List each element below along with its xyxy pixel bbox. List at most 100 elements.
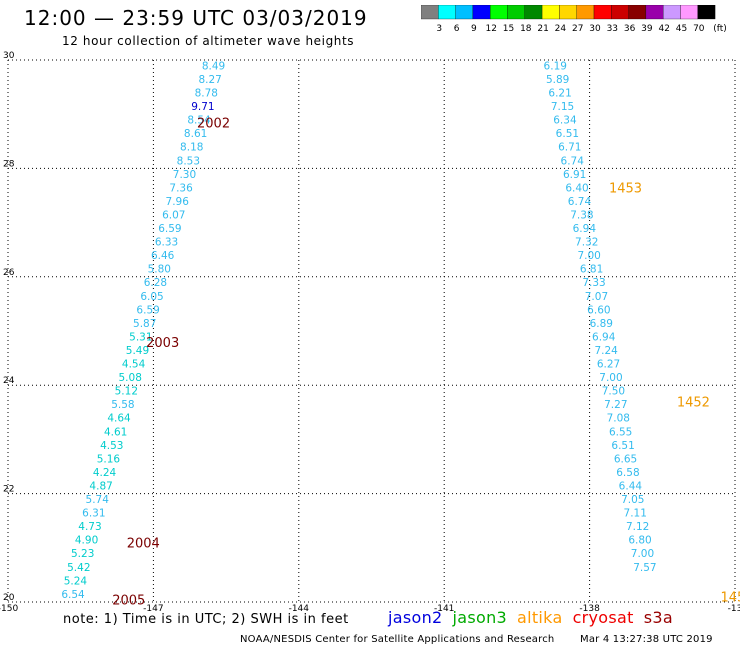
swh-value: 5.58 — [111, 399, 134, 411]
time-label: 1452 — [677, 395, 710, 410]
swh-value: 5.12 — [115, 386, 138, 398]
swh-value: 6.81 — [580, 264, 603, 276]
swh-value: 5.23 — [71, 548, 94, 560]
swh-value: 6.89 — [590, 318, 613, 330]
satellite-jason3: jason3 — [452, 608, 507, 627]
legend-label: 15 — [503, 24, 514, 34]
swh-value: 6.33 — [155, 237, 178, 249]
legend-label: 6 — [454, 24, 460, 34]
swh-value: 7.05 — [621, 494, 644, 506]
legend-label: 24 — [555, 24, 567, 34]
swh-value: 7.38 — [570, 209, 593, 221]
swh-value: 6.51 — [611, 440, 634, 452]
time-label: 2002 — [197, 116, 230, 131]
swh-value: 4.64 — [107, 413, 131, 425]
swh-value: 9.71 — [191, 101, 214, 113]
credit-line: NOAA/NESDIS Center for Satellite Applica… — [240, 634, 555, 645]
swh-value: 8.49 — [202, 60, 225, 72]
map-title: 12:00 — 23:59 UTC 03/03/2019 — [24, 6, 368, 30]
legend-label: 45 — [676, 24, 687, 34]
lat-tick-label: 24 — [3, 376, 15, 386]
swh-value: 6.54 — [61, 589, 85, 601]
swh-value: 8.78 — [195, 88, 218, 100]
swh-value: 6.58 — [616, 467, 639, 479]
swh-value: 5.89 — [546, 74, 569, 86]
legend-label: 18 — [520, 24, 532, 34]
altimeter-tracks: 6.54 5.245.42 5.234.90 4.736.31 5.74 4.874.24… — [61, 60, 656, 600]
swh-value: 6.94 — [573, 223, 597, 235]
swh-value: 6.55 — [609, 426, 632, 438]
map-subtitle: 12 hour collection of altimeter wave hei… — [62, 34, 355, 48]
lat-tick-label: 26 — [3, 268, 15, 278]
swh-value: 6.59 — [158, 223, 181, 235]
legend-label: 36 — [624, 24, 636, 34]
swh-value: 4.53 — [100, 440, 123, 452]
swh-value: 7.07 — [585, 291, 608, 303]
swh-value: 6.27 — [597, 359, 620, 371]
swh-value: 6.91 — [563, 169, 586, 181]
swh-value: 6.59 — [136, 304, 159, 316]
swh-value: 7.15 — [551, 101, 574, 113]
swh-value: 6.34 — [553, 115, 577, 127]
generated-timestamp: Mar 4 13:27:38 UTC 2019 — [580, 634, 713, 645]
legend-label: 3 — [436, 24, 442, 34]
time-labels: 2005 2004 2003 2002 1453 1452 1451 — [112, 116, 740, 608]
swh-value: 6.44 — [619, 480, 643, 492]
swh-value: 4.24 — [93, 467, 117, 479]
swh-value: 7.33 — [582, 277, 605, 289]
swh-value: 7.00 — [631, 548, 654, 560]
swh-value: 6.21 — [548, 88, 571, 100]
swh-value: 4.61 — [104, 426, 127, 438]
swh-value: 7.50 — [602, 386, 625, 398]
swh-value: 7.27 — [604, 399, 627, 411]
lon-tick-label: -141 — [434, 604, 454, 614]
swh-value: 5.42 — [67, 562, 90, 574]
legend-unit: (ft) — [713, 24, 727, 34]
swh-value: 6.80 — [628, 535, 651, 547]
legend-label: 27 — [572, 24, 583, 34]
lat-tick-label: 22 — [3, 485, 14, 495]
swh-value: 7.08 — [607, 413, 630, 425]
swh-value: 8.61 — [184, 128, 207, 140]
footer-note: note: 1) Time is in UTC; 2) SWH is in fe… — [63, 612, 349, 627]
swh-value: 6.65 — [614, 453, 637, 465]
swh-value: 7.00 — [599, 372, 622, 384]
lon-tick-label: -150 — [0, 604, 18, 614]
swh-value: 5.16 — [97, 453, 121, 465]
swh-value: 6.60 — [587, 304, 610, 316]
legend-label: 33 — [607, 24, 618, 34]
swh-value: 7.11 — [624, 508, 647, 520]
satellite-cryosat: cryosat — [572, 608, 634, 627]
swh-value: 8.27 — [198, 74, 221, 86]
time-label: 1453 — [609, 181, 642, 196]
legend-label: 21 — [537, 24, 548, 34]
swh-value: 8.54 — [187, 115, 211, 127]
legend-label: 9 — [471, 24, 477, 34]
satellite-legend: jason2 jason3 altika cryosat s3a — [388, 608, 683, 627]
swh-value: 5.24 — [64, 575, 88, 587]
legend-label: 39 — [641, 24, 653, 34]
swh-value: 4.87 — [89, 480, 112, 492]
swh-value: 6.46 — [151, 250, 175, 262]
legend-label: 70 — [693, 24, 705, 34]
swh-value: 6.28 — [144, 277, 167, 289]
swh-value: 6.40 — [565, 182, 588, 194]
legend-label: 30 — [589, 24, 601, 34]
axis-tick-labels: -150 -147 -144 -141 -138 -13 20 22 24 26 28 30 — [0, 51, 740, 614]
swh-value: 8.18 — [180, 142, 203, 154]
swh-value: 6.31 — [82, 508, 105, 520]
lon-tick-label: -13 — [728, 604, 740, 614]
swh-value: 4.54 — [122, 359, 146, 371]
swh-value: 6.51 — [556, 128, 579, 140]
lon-tick-label: -144 — [289, 604, 310, 614]
time-label: 1451 — [720, 591, 740, 606]
lon-tick-label: -138 — [579, 604, 600, 614]
swh-value: 7.24 — [594, 345, 618, 357]
swh-value: 7.36 — [169, 182, 193, 194]
satellite-jason2: jason2 — [388, 608, 443, 627]
time-label: 2003 — [146, 336, 179, 351]
swh-value: 6.71 — [558, 142, 581, 154]
lat-tick-label: 28 — [3, 159, 15, 169]
color-legend: 3 6 9 12 15 18 21 24 27 30 33 36 39 42 45 70 (ft) — [421, 5, 727, 34]
